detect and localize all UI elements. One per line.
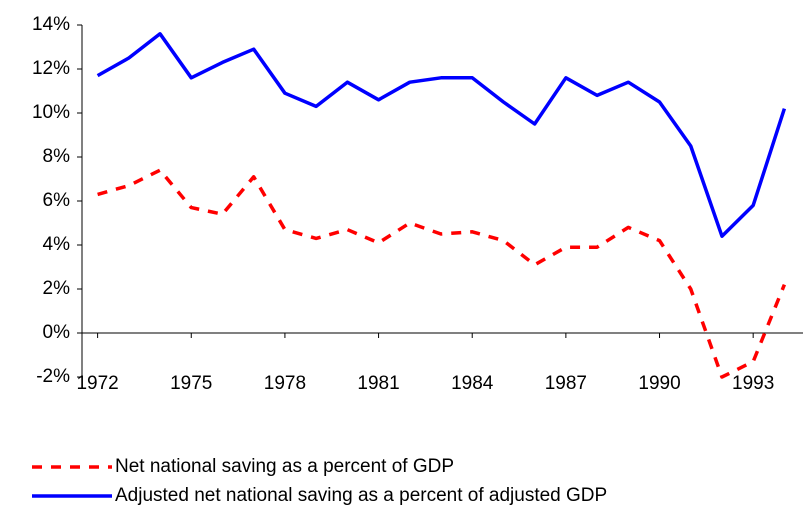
y-tick-label: 2% [43,278,71,299]
series-line [96,32,787,238]
x-tick-label: 1990 [638,373,680,394]
x-tick-label: 1975 [170,373,212,394]
y-tick-label: -2% [36,366,70,387]
y-tick-label: 14% [32,14,70,35]
y-tick-label: 12% [32,58,70,79]
x-tick-label: 1978 [264,373,306,394]
y-tick-label: 10% [32,102,70,123]
x-tick-label: 1984 [451,373,494,394]
x-tick-label: 1993 [732,373,774,394]
x-tick-label: 1981 [357,373,399,394]
legend-label: Net national saving as a percent of GDP [115,456,454,477]
y-tick-label: 4% [43,234,71,255]
legend-label: Adjusted net national saving as a percen… [115,485,607,506]
y-tick-label: 0% [43,322,71,343]
x-tick-label: 1987 [545,373,587,394]
series-line [97,168,787,379]
y-tick-label: 8% [43,146,71,167]
x-tick-label: 1972 [76,373,118,394]
y-tick-label: 6% [43,190,71,211]
